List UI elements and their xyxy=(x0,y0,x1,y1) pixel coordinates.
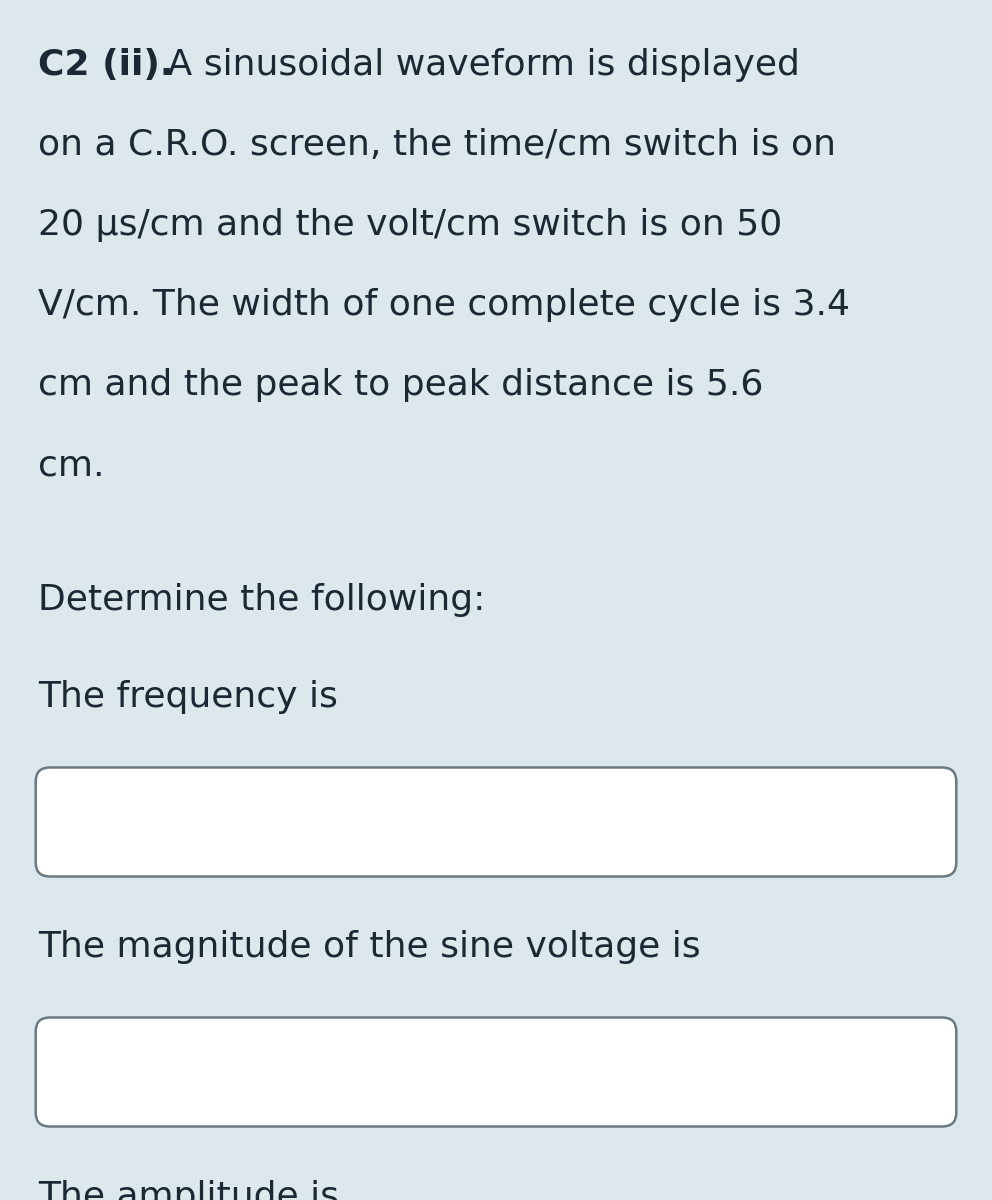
Text: 20 μs/cm and the volt/cm switch is on 50: 20 μs/cm and the volt/cm switch is on 50 xyxy=(38,208,782,242)
Text: cm.: cm. xyxy=(38,448,104,482)
Text: on a C.R.O. screen, the time/cm switch is on: on a C.R.O. screen, the time/cm switch i… xyxy=(38,128,835,162)
FancyBboxPatch shape xyxy=(36,768,956,876)
Text: V/cm. The width of one complete cycle is 3.4: V/cm. The width of one complete cycle is… xyxy=(38,288,850,322)
Text: The frequency is: The frequency is xyxy=(38,679,337,714)
Text: The magnitude of the sine voltage is: The magnitude of the sine voltage is xyxy=(38,930,700,964)
FancyBboxPatch shape xyxy=(36,1018,956,1127)
Text: Determine the following:: Determine the following: xyxy=(38,583,485,617)
Text: The amplitude is: The amplitude is xyxy=(38,1180,338,1200)
Text: A sinusoidal waveform is displayed: A sinusoidal waveform is displayed xyxy=(156,48,800,82)
Text: cm and the peak to peak distance is 5.6: cm and the peak to peak distance is 5.6 xyxy=(38,368,763,402)
Text: C2 (ii).: C2 (ii). xyxy=(38,48,174,82)
